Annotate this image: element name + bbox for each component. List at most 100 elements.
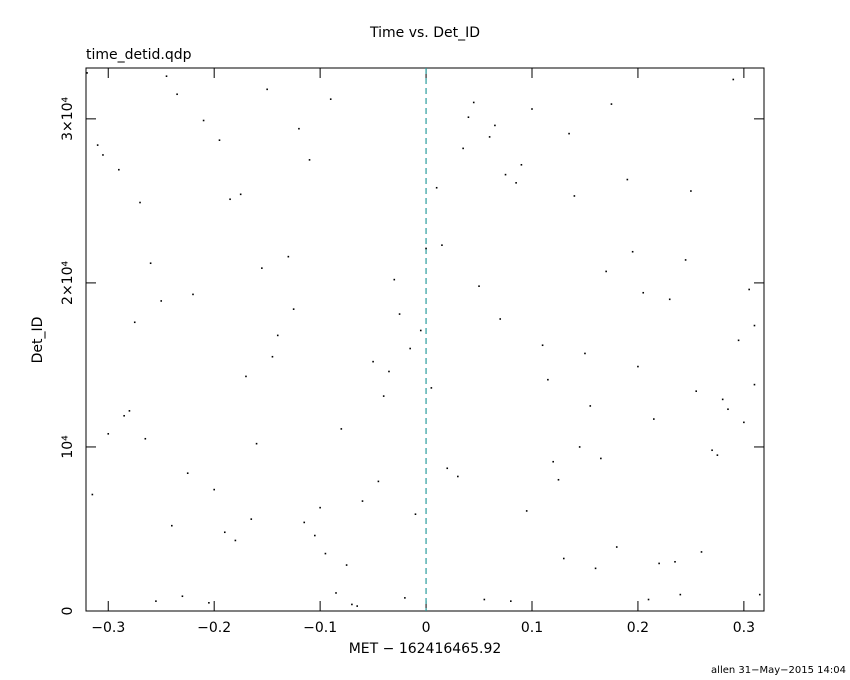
- point: [329, 98, 332, 100]
- point: [86, 72, 88, 74]
- x-tick-label: 0.1: [521, 620, 543, 636]
- point: [430, 387, 433, 389]
- point: [504, 173, 507, 176]
- point: [684, 259, 687, 261]
- point: [727, 408, 729, 411]
- point: [547, 378, 549, 381]
- point: [494, 124, 496, 127]
- point: [351, 603, 353, 606]
- point: [245, 375, 247, 378]
- point: [266, 88, 268, 91]
- point: [615, 546, 618, 548]
- point: [557, 478, 560, 481]
- x-tick-label: −0.2: [197, 620, 231, 636]
- point: [531, 108, 533, 110]
- point: [605, 270, 607, 273]
- point: [679, 593, 682, 596]
- point: [229, 198, 231, 201]
- x-tick-label: 0: [422, 620, 431, 636]
- point: [668, 298, 671, 301]
- point: [255, 442, 258, 445]
- point: [377, 480, 380, 483]
- point: [600, 457, 602, 460]
- point: [499, 318, 502, 320]
- point: [695, 390, 697, 392]
- point: [711, 449, 713, 452]
- plot-frame: [85, 67, 765, 612]
- point: [472, 101, 475, 104]
- point: [584, 352, 586, 355]
- point: [520, 163, 523, 166]
- point: [631, 250, 634, 253]
- point: [594, 567, 597, 570]
- point: [753, 324, 756, 327]
- point: [239, 193, 242, 196]
- point: [642, 291, 645, 294]
- point: [488, 136, 491, 138]
- point: [176, 93, 178, 96]
- point: [515, 182, 517, 184]
- y-axis-label: Det_ID: [30, 317, 46, 364]
- point: [552, 460, 554, 463]
- point: [568, 132, 570, 135]
- point: [287, 255, 290, 258]
- point: [223, 531, 226, 534]
- point: [314, 534, 316, 537]
- point: [610, 103, 613, 105]
- point: [118, 168, 120, 171]
- point: [250, 518, 253, 520]
- point: [721, 398, 724, 401]
- point: [467, 116, 470, 119]
- chart-title: Time vs. Det_ID: [369, 25, 480, 41]
- point: [753, 383, 756, 386]
- point: [234, 539, 237, 542]
- point: [107, 433, 110, 435]
- point: [139, 201, 141, 204]
- point: [91, 493, 94, 496]
- chart-subtitle: time_detid.qdp: [86, 47, 192, 63]
- point: [446, 467, 449, 470]
- x-tick-label: −0.3: [91, 620, 125, 636]
- point: [462, 147, 464, 150]
- x-axis-label: MET − 162416465.92: [349, 641, 502, 657]
- point: [292, 308, 295, 310]
- point: [186, 472, 189, 474]
- point: [335, 592, 337, 594]
- point: [271, 355, 274, 358]
- point: [732, 78, 735, 81]
- point: [562, 557, 565, 560]
- point: [716, 454, 719, 456]
- point: [102, 154, 104, 156]
- x-tick-label: −0.1: [303, 620, 337, 636]
- point: [165, 75, 168, 78]
- point: [208, 601, 210, 604]
- point: [202, 119, 205, 122]
- point: [478, 285, 480, 287]
- point: [658, 562, 660, 565]
- footer: allen 31−May−2015 14:04: [711, 665, 846, 676]
- point: [181, 595, 184, 598]
- point: [748, 288, 750, 291]
- point: [589, 405, 592, 407]
- point: [637, 365, 639, 368]
- point: [213, 488, 215, 491]
- point: [690, 190, 692, 192]
- point: [700, 551, 703, 553]
- x-tick-label: 0.3: [733, 620, 755, 636]
- point: [435, 186, 438, 189]
- point: [133, 321, 136, 324]
- y-tick-label: 0: [60, 607, 76, 616]
- point: [171, 524, 173, 527]
- point: [510, 600, 512, 602]
- point: [573, 195, 576, 197]
- point: [123, 414, 125, 417]
- point: [626, 178, 629, 181]
- point: [218, 139, 221, 141]
- point: [372, 360, 374, 363]
- point: [96, 144, 99, 146]
- point: [261, 267, 263, 269]
- point: [419, 329, 422, 332]
- point: [388, 370, 390, 373]
- point: [541, 344, 544, 347]
- point: [743, 421, 745, 424]
